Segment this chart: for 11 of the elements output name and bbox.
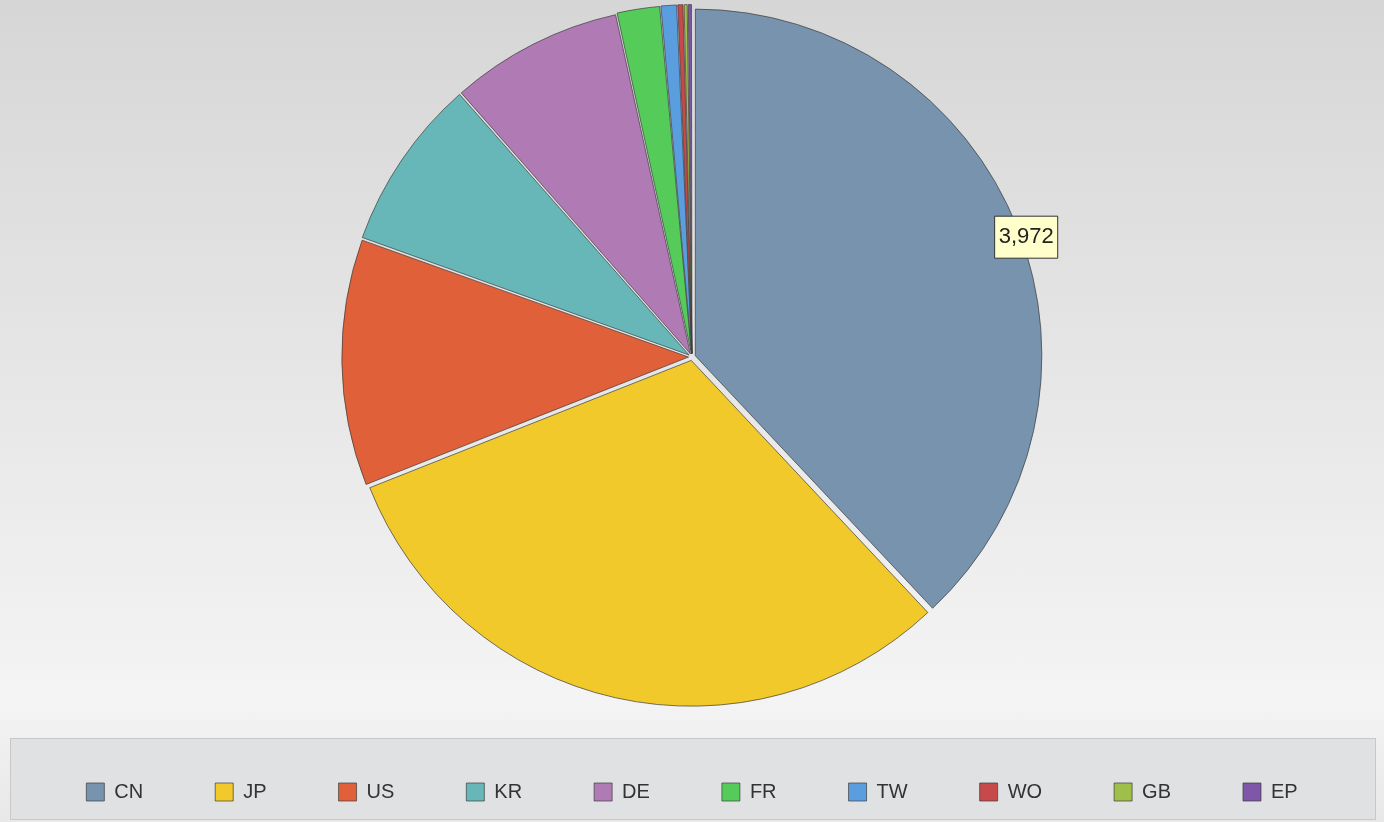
legend-label: KR xyxy=(494,779,523,802)
legend-label: JP xyxy=(243,779,267,802)
legend-label: CN xyxy=(114,779,144,802)
legend-label: DE xyxy=(622,779,650,802)
legend-label: TW xyxy=(876,779,908,802)
legend-label: WO xyxy=(1007,779,1043,802)
legend-label: GB xyxy=(1142,779,1171,802)
legend-label: FR xyxy=(749,779,777,802)
data-label: 3,972 xyxy=(998,223,1054,249)
legend-label: US xyxy=(366,779,395,802)
legend-label: EP xyxy=(1270,779,1298,802)
